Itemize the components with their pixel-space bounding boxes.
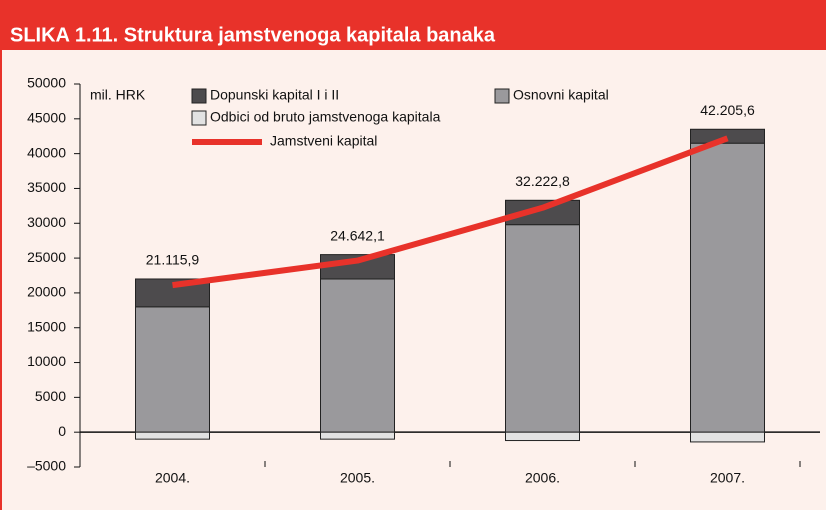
bar-segment — [690, 431, 765, 443]
y-tick-label: 15000 — [27, 318, 66, 334]
bar-segment — [320, 278, 395, 433]
y-tick-label: 0 — [58, 423, 66, 439]
line-series — [172, 135, 729, 289]
unit-label: mil. HRK — [90, 87, 146, 103]
bar-segment — [135, 306, 210, 433]
data-label: 21.115,9 — [146, 252, 200, 268]
x-tick-label: 2007. — [710, 470, 745, 486]
x-tick-label: 2004. — [155, 470, 190, 486]
y-tick-label: 25000 — [27, 249, 66, 265]
y-tick-label: 5000 — [35, 388, 66, 404]
bar-segment — [690, 142, 765, 433]
legend-swatch — [191, 110, 207, 126]
bar-segment — [505, 431, 580, 442]
bar-segment — [690, 128, 765, 144]
legend-swatch — [494, 88, 510, 104]
y-tick-label: 40000 — [27, 144, 66, 160]
y-tick-label: 50000 — [27, 75, 66, 91]
y-tick-label: –5000 — [27, 458, 66, 474]
y-tick-label: 30000 — [27, 214, 66, 230]
legend-label: Odbici od bruto jamstvenoga kapitala — [210, 109, 441, 125]
data-label: 24.642,1 — [330, 227, 385, 243]
bar-segment — [135, 431, 210, 440]
bar-segment — [505, 199, 580, 226]
legend-label: Jamstveni kapital — [270, 133, 377, 149]
y-tick-label: 20000 — [27, 284, 66, 300]
x-tick-label: 2005. — [340, 470, 375, 486]
y-tick-label: 45000 — [27, 110, 66, 126]
y-tick-label: 35000 — [27, 179, 66, 195]
y-tick-label: 10000 — [27, 353, 66, 369]
legend-swatch — [191, 88, 207, 104]
x-tick-label: 2006. — [525, 470, 560, 486]
chart-title: SLIKA 1.11. Struktura jamstvenoga kapita… — [10, 24, 496, 46]
legend-label: Osnovni kapital — [513, 87, 609, 103]
legend-label: Dopunski kapital I i II — [210, 87, 339, 103]
header-bar — [0, 0, 826, 50]
data-label: 42.205,6 — [700, 102, 755, 118]
data-label: 32.222,8 — [515, 173, 570, 189]
bar-segment — [505, 224, 580, 433]
bar-segment — [320, 431, 395, 440]
